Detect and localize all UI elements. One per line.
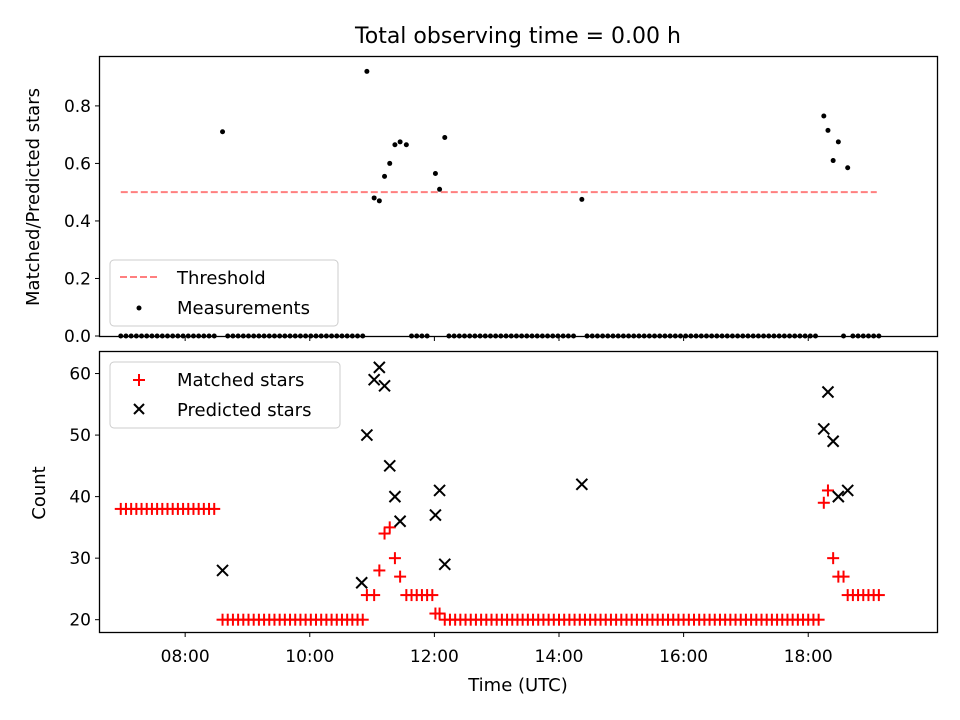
bottom-y-tick-label: 30	[69, 549, 91, 569]
bottom-x-tick-label: 18:00	[784, 647, 833, 667]
top-y-ticks: 0.0 0.2 0.4 0.6 0.8	[64, 97, 100, 347]
bottom-y-tick-label: 20	[69, 611, 91, 631]
top-panel: 0.00.20.40.60.8 Matched/Predicted stars …	[23, 55, 939, 347]
top-x-ticks	[184, 336, 809, 341]
measurement-point	[382, 173, 388, 179]
matched-star-point	[817, 496, 830, 509]
legend-measurements-label: Measurements	[177, 298, 310, 319]
top-y-tick-label: 0.6	[64, 154, 91, 174]
legend-predicted-swatch	[133, 403, 145, 415]
predicted-star-point	[355, 576, 368, 589]
matched-star-point	[837, 570, 850, 583]
measurement-point	[442, 135, 448, 141]
measurement-point	[397, 139, 403, 145]
bottom-y-tick-label: 40	[69, 488, 91, 508]
top-y-axis-label: Matched/Predicted stars	[23, 88, 44, 306]
matched-star-point	[827, 552, 840, 565]
matched-star-point	[426, 589, 439, 602]
predicted-star-point	[388, 490, 402, 503]
top-y-tick-label: 0.2	[64, 269, 91, 289]
predicted-star-point	[575, 478, 589, 491]
measurement-point	[830, 158, 836, 164]
measurement-point	[845, 165, 851, 171]
figure-title: Total observing time = 0.00 h	[354, 24, 681, 49]
bottom-axes-frame	[98, 350, 939, 634]
measurement-point	[403, 142, 409, 148]
bottom-x-tick-label: 08:00	[161, 647, 210, 667]
predicted-star-point	[826, 435, 840, 448]
bottom-y-tick-label: 60	[69, 365, 91, 385]
top-legend: Threshold Measurements	[109, 259, 339, 327]
bottom-panel: 20 30 40 50 60 08:00 10:00 12:00 14:00 16:00 18:0…	[29, 350, 939, 696]
measurement-point	[835, 139, 841, 145]
matched-star-point	[394, 570, 407, 583]
legend-matched-label: Matched stars	[177, 370, 304, 391]
matched-star-point	[433, 607, 446, 620]
legend-matched-swatch	[133, 374, 145, 386]
matched-star-point	[368, 589, 381, 602]
top-y-tick-label: 0.8	[64, 97, 91, 117]
bottom-y-axis-label: Count	[29, 466, 50, 519]
predicted-star-point	[817, 422, 831, 436]
bottom-legend: Matched stars Predicted stars	[109, 361, 341, 429]
bottom-y-tick-label: 50	[69, 426, 91, 446]
measurement-point	[432, 170, 438, 176]
predicted-star-point	[216, 564, 229, 577]
matched-star-point	[378, 527, 391, 540]
predicted-star-point	[383, 459, 396, 473]
predicted-star-point	[367, 373, 381, 386]
measurement-point	[371, 195, 377, 201]
matched-star-point	[388, 552, 401, 565]
bottom-legend-box	[109, 361, 341, 429]
bottom-x-tick-label: 10:00	[285, 647, 334, 667]
predicted-star-point	[378, 379, 391, 393]
predicted-star-point	[821, 385, 835, 399]
top-legend-box	[109, 259, 339, 327]
measurement-point	[364, 68, 370, 74]
predicted-star-point	[438, 558, 451, 571]
measurement-point	[387, 160, 393, 166]
top-y-tick-label: 0.0	[64, 327, 91, 347]
bottom-marks	[114, 361, 885, 626]
legend-threshold-label: Threshold	[176, 268, 266, 289]
predicted-star-point	[429, 508, 442, 522]
matched-star-point	[208, 502, 221, 515]
measurement-point	[376, 198, 382, 204]
matched-star-point	[383, 521, 396, 534]
measurement-point	[579, 196, 585, 202]
matched-star-point	[356, 613, 369, 626]
legend-predicted-label: Predicted stars	[177, 400, 311, 421]
top-y-tick-label: 0.4	[64, 212, 91, 232]
bottom-x-tick-label: 12:00	[410, 647, 459, 667]
bottom-x-tick-label: 14:00	[535, 647, 584, 667]
predicted-star-point	[832, 490, 845, 503]
legend-measurements-swatch	[136, 305, 142, 311]
bottom-x-ticks: 08:00 10:00 12:00 14:00 16:00 18:00	[161, 632, 833, 667]
predicted-star-point	[433, 484, 446, 497]
measurement-point	[821, 113, 827, 119]
measurement-point	[220, 129, 226, 135]
matched-star-point	[812, 613, 825, 626]
measurement-point	[825, 127, 831, 133]
predicted-star-point	[373, 361, 386, 374]
predicted-star-point	[360, 428, 374, 442]
predicted-star-point	[393, 515, 407, 528]
matched-star-point	[373, 564, 386, 577]
measurement-point	[392, 142, 398, 148]
bottom-x-axis-label: Time (UTC)	[467, 675, 568, 696]
matched-star-point	[872, 589, 885, 602]
bottom-x-tick-label: 16:00	[659, 647, 708, 667]
top-axes-frame	[98, 55, 939, 338]
measurement-point	[437, 186, 443, 192]
matched-star-point	[821, 484, 834, 497]
predicted-star-point	[841, 484, 854, 497]
bottom-y-ticks: 20 30 40 50 60	[69, 365, 100, 631]
